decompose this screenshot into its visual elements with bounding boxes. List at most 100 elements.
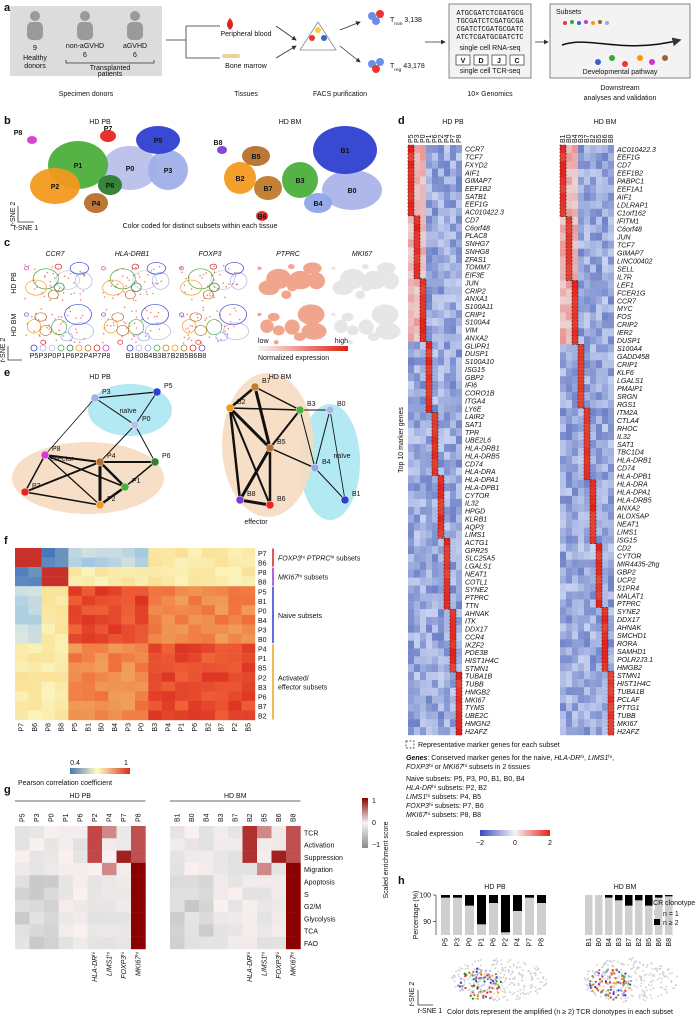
- network-edge: [229, 407, 301, 411]
- heatmap-cell: [408, 373, 414, 382]
- heatmap-cell: [590, 703, 596, 712]
- enrichment-cell: [271, 899, 287, 913]
- gene-label: CORO1B: [465, 391, 495, 398]
- heatmap-cell: [420, 569, 426, 578]
- heatmap-cell: [572, 208, 578, 217]
- expression-dot: [33, 288, 36, 290]
- legend-label: P0: [48, 353, 57, 360]
- gene-label: TUBB: [617, 713, 636, 720]
- heatmap-cell: [560, 463, 566, 473]
- heatmap-cell: [560, 280, 566, 289]
- cell-dot: [504, 991, 507, 994]
- expression-dot: [206, 285, 209, 287]
- clonotype-dot: [629, 983, 632, 986]
- cell-dot: [651, 974, 654, 977]
- row-label: B4: [258, 618, 267, 625]
- heatmap-cell: [420, 325, 426, 334]
- cell-dot: [501, 990, 504, 993]
- gene-label: DDX17: [617, 617, 641, 624]
- heatmap-cell: [560, 344, 566, 353]
- gene-label: S100A10: [465, 359, 494, 366]
- heatmap-cell: [438, 664, 444, 673]
- gene-title: MKI67: [352, 251, 373, 258]
- heatmap-cell: [578, 711, 584, 720]
- correlation-cell: [121, 700, 136, 711]
- heatmap-cell: [420, 514, 426, 523]
- clonotype-dot: [601, 975, 604, 978]
- enrichment-cell: [184, 838, 200, 851]
- cell-dot: [659, 986, 662, 989]
- gene-label: TUBA1B: [465, 674, 493, 681]
- clonotype-dot: [608, 981, 612, 984]
- correlation-cell: [28, 567, 42, 577]
- heatmap-cell: [560, 352, 566, 361]
- expression-dot: [110, 325, 112, 327]
- heatmap-cell: [584, 543, 590, 552]
- heatmap-cell: [608, 559, 614, 568]
- cell-dot: [534, 972, 537, 975]
- cell-dot: [501, 984, 503, 987]
- heatmap-cell: [566, 727, 572, 736]
- heatmap-cell: [456, 168, 462, 177]
- clonotype-dot: [620, 978, 623, 981]
- heatmap-cell: [560, 623, 566, 632]
- heatmap-cell: [438, 491, 444, 500]
- color-bar: [362, 798, 368, 848]
- gene-label: C6orf48: [617, 227, 642, 234]
- heatmap-cell: [438, 436, 444, 445]
- expression-map: [51, 319, 68, 336]
- gene-label: SMCHD1: [617, 633, 647, 640]
- clonotype-dot: [469, 994, 472, 997]
- clonotype-dot: [623, 976, 626, 979]
- enrichment-cell: [44, 850, 59, 864]
- heatmap-cell: [560, 607, 566, 616]
- correlation-cell: [121, 586, 136, 596]
- text-run: -SNE 2: [10, 202, 17, 225]
- cell-dot: [521, 976, 524, 979]
- scale-tick: 1: [124, 760, 128, 767]
- correlation-cell: [201, 595, 216, 606]
- correlation-cell: [55, 643, 69, 654]
- cell-dot: [665, 992, 668, 994]
- expression-dot: [205, 272, 208, 274]
- segment-box: [455, 54, 471, 66]
- correlation-cell: [55, 567, 69, 577]
- correlation-cell: [121, 567, 136, 577]
- heatmap-cell: [584, 495, 590, 504]
- gene-label: MKI67: [617, 721, 638, 728]
- clonotype-dot: [479, 976, 483, 979]
- clonotype-dot: [459, 981, 462, 985]
- heatmap-cell: [584, 663, 590, 672]
- heatmap-cell: [566, 487, 572, 497]
- correlation-cell: [41, 700, 56, 711]
- heatmap-cell: [590, 511, 596, 520]
- gene-label: COTL1: [465, 579, 488, 586]
- heatmap-cell: [450, 506, 456, 515]
- heatmap-cell: [432, 546, 438, 555]
- column-label: P0: [420, 134, 427, 143]
- column-label: B7: [584, 134, 591, 143]
- enrichment-cell: [199, 826, 214, 839]
- correlation-cell: [175, 614, 189, 625]
- correlation-cell: [175, 710, 189, 721]
- heatmap-cell: [414, 624, 420, 633]
- clonotype-dot: [491, 987, 494, 990]
- heatmap-cell: [420, 609, 426, 618]
- heatmap-cell: [456, 719, 462, 728]
- expression-dot: [35, 312, 37, 315]
- heatmap-cell: [426, 294, 432, 303]
- heatmap-cell: [420, 672, 426, 681]
- marker-label: LIMS1hi: [260, 952, 269, 976]
- node-label: B3: [307, 401, 316, 408]
- heatmap-cell: [432, 711, 438, 720]
- enrichment-cell: [58, 924, 74, 937]
- expression-dot: [136, 264, 139, 267]
- heatmap-cell: [438, 145, 444, 154]
- correlation-cell: [241, 643, 256, 654]
- enrichment-cell: [228, 887, 243, 900]
- heatmap-cell: [572, 200, 578, 209]
- heatmap-cell: [408, 451, 414, 460]
- heatmap-cell: [426, 514, 432, 523]
- correlation-cell: [161, 567, 176, 577]
- heatmap-cell: [426, 459, 432, 468]
